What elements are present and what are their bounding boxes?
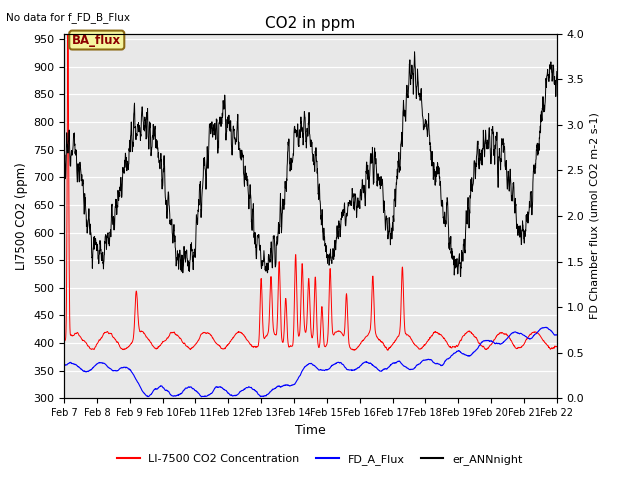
X-axis label: Time: Time [295, 424, 326, 437]
Text: No data for f_FD_B_Flux: No data for f_FD_B_Flux [6, 12, 131, 23]
Y-axis label: LI7500 CO2 (ppm): LI7500 CO2 (ppm) [15, 162, 28, 270]
Text: BA_flux: BA_flux [72, 34, 122, 47]
Legend: LI-7500 CO2 Concentration, FD_A_Flux, er_ANNnight: LI-7500 CO2 Concentration, FD_A_Flux, er… [113, 450, 527, 469]
Title: CO2 in ppm: CO2 in ppm [265, 16, 356, 31]
Y-axis label: FD Chamber flux (umol CO2 m-2 s-1): FD Chamber flux (umol CO2 m-2 s-1) [590, 113, 600, 319]
